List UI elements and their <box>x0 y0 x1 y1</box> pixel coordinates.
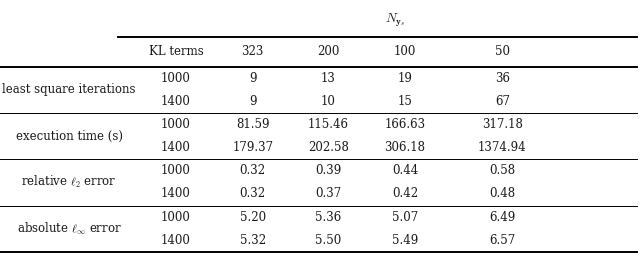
Text: 323: 323 <box>242 45 264 58</box>
Text: 9: 9 <box>249 72 257 85</box>
Text: 0.42: 0.42 <box>392 188 418 200</box>
Text: 15: 15 <box>397 95 413 108</box>
Text: 179.37: 179.37 <box>232 141 273 154</box>
Text: 13: 13 <box>321 72 336 85</box>
Text: 6.57: 6.57 <box>489 234 516 247</box>
Text: 5.50: 5.50 <box>315 234 342 247</box>
Text: 166.63: 166.63 <box>385 118 426 131</box>
Text: absolute $\ell_\infty$ error: absolute $\ell_\infty$ error <box>17 221 122 237</box>
Text: relative $\ell_2$ error: relative $\ell_2$ error <box>21 174 117 190</box>
Text: 0.39: 0.39 <box>315 164 342 177</box>
Text: 67: 67 <box>495 95 510 108</box>
Text: 9: 9 <box>249 95 257 108</box>
Text: 0.37: 0.37 <box>315 188 342 200</box>
Text: 1000: 1000 <box>161 164 191 177</box>
Text: 0.32: 0.32 <box>240 188 266 200</box>
Text: 1400: 1400 <box>161 234 191 247</box>
Text: 10: 10 <box>321 95 336 108</box>
Text: 100: 100 <box>394 45 416 58</box>
Text: 36: 36 <box>495 72 510 85</box>
Text: KL terms: KL terms <box>148 45 204 58</box>
Text: 200: 200 <box>317 45 339 58</box>
Text: 1400: 1400 <box>161 188 191 200</box>
Text: 50: 50 <box>495 45 510 58</box>
Text: 5.49: 5.49 <box>392 234 419 247</box>
Text: 1400: 1400 <box>161 141 191 154</box>
Text: least square iterations: least square iterations <box>3 83 136 96</box>
Text: 5.36: 5.36 <box>315 211 342 224</box>
Text: 1400: 1400 <box>161 95 191 108</box>
Text: 0.32: 0.32 <box>240 164 266 177</box>
Text: execution time (s): execution time (s) <box>15 130 123 143</box>
Text: 1000: 1000 <box>161 72 191 85</box>
Text: 5.07: 5.07 <box>392 211 419 224</box>
Text: 115.46: 115.46 <box>308 118 349 131</box>
Text: 0.44: 0.44 <box>392 164 419 177</box>
Text: 317.18: 317.18 <box>482 118 523 131</box>
Text: 306.18: 306.18 <box>385 141 426 154</box>
Text: 1374.94: 1374.94 <box>478 141 527 154</box>
Text: 0.48: 0.48 <box>490 188 515 200</box>
Text: 1000: 1000 <box>161 211 191 224</box>
Text: 19: 19 <box>397 72 413 85</box>
Text: 1000: 1000 <box>161 118 191 131</box>
Text: 0.58: 0.58 <box>490 164 515 177</box>
Text: 5.20: 5.20 <box>240 211 266 224</box>
Text: 6.49: 6.49 <box>489 211 516 224</box>
Text: 202.58: 202.58 <box>308 141 349 154</box>
Text: $N_{\mathbf{y}_s}$: $N_{\mathbf{y}_s}$ <box>385 12 405 29</box>
Text: 81.59: 81.59 <box>236 118 269 131</box>
Text: 5.32: 5.32 <box>240 234 266 247</box>
